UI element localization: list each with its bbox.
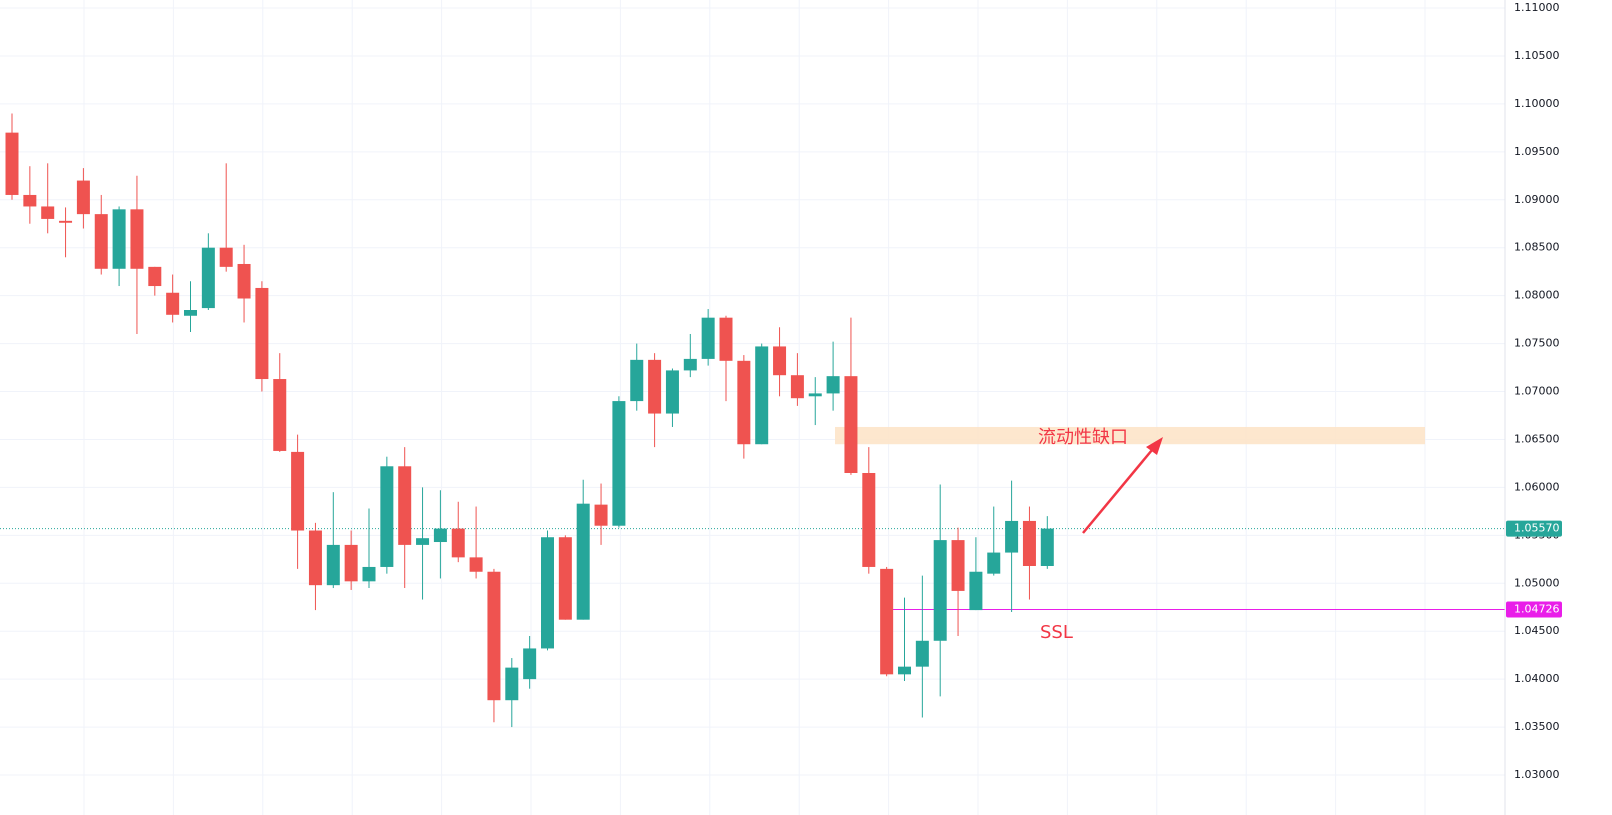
candle-body bbox=[576, 503, 590, 620]
y-tick-label: 1.04000 bbox=[1514, 672, 1560, 685]
candle-body bbox=[737, 360, 751, 445]
candle-body bbox=[308, 530, 322, 586]
y-tick-label: 1.09000 bbox=[1514, 193, 1560, 206]
price-axis: 1.11000 1.10500 1.10000 1.09500 1.09000 1.085… bbox=[1504, 0, 1562, 815]
candle-body bbox=[433, 528, 447, 543]
y-tick-label: 1.04500 bbox=[1514, 624, 1560, 637]
candle-body bbox=[951, 540, 965, 591]
y-tick-label: 1.06000 bbox=[1514, 480, 1560, 493]
candle-body bbox=[1022, 520, 1036, 566]
annotation-ssl: SSL bbox=[1040, 622, 1073, 643]
candle-body bbox=[1040, 528, 1054, 566]
candle-body bbox=[219, 247, 233, 267]
y-tick-label: 1.05000 bbox=[1514, 576, 1560, 589]
candle-body bbox=[683, 358, 697, 371]
candle-body bbox=[915, 640, 929, 667]
candle-body bbox=[541, 537, 554, 649]
candle-body bbox=[701, 317, 715, 359]
candle-body bbox=[594, 504, 608, 526]
candle-body bbox=[773, 346, 787, 376]
candle-body bbox=[416, 538, 430, 545]
candle-body bbox=[487, 571, 501, 701]
y-tick-label: 1.07000 bbox=[1514, 385, 1560, 398]
y-tick-label: 1.08000 bbox=[1514, 289, 1560, 302]
candle-body bbox=[291, 451, 305, 531]
candle-body bbox=[630, 359, 644, 402]
candle-body bbox=[880, 568, 894, 675]
candle-body bbox=[808, 393, 822, 397]
candle-body bbox=[523, 648, 537, 680]
candle-body bbox=[665, 370, 679, 414]
candle-body bbox=[969, 571, 983, 611]
candle-body bbox=[612, 401, 626, 526]
candle-body bbox=[933, 540, 947, 641]
candle-body bbox=[94, 214, 108, 269]
candle-body bbox=[59, 220, 73, 223]
y-tick-label: 1.06500 bbox=[1514, 432, 1560, 445]
candle-body bbox=[469, 557, 483, 572]
candle-body bbox=[130, 209, 144, 269]
annotation-gap: 流动性缺口 bbox=[1038, 427, 1128, 448]
candle-body bbox=[380, 466, 394, 567]
y-tick-label: 1.10000 bbox=[1514, 97, 1560, 110]
candle-body bbox=[648, 359, 662, 414]
arrow bbox=[1082, 449, 1153, 534]
candle-body bbox=[558, 537, 572, 620]
y-tick-label: 1.09500 bbox=[1514, 145, 1560, 158]
candle-body bbox=[23, 194, 37, 207]
candle-body bbox=[719, 317, 733, 361]
candle-body bbox=[451, 528, 465, 558]
candle-body bbox=[987, 552, 1001, 574]
y-tick-label: 1.03000 bbox=[1514, 768, 1560, 781]
y-tick-label: 1.03500 bbox=[1514, 720, 1560, 733]
y-tick-label: 1.10500 bbox=[1514, 49, 1560, 62]
candle-body bbox=[326, 544, 340, 586]
candle-body bbox=[362, 566, 376, 582]
candle-body bbox=[344, 544, 358, 582]
candle-body bbox=[898, 666, 911, 675]
candle-body bbox=[1005, 520, 1019, 553]
candle-body bbox=[237, 263, 251, 299]
price-tag-label: 1.04726 bbox=[1514, 603, 1560, 616]
y-tick-label: 1.11000 bbox=[1514, 1, 1560, 14]
price-tag-label: 1.05570 bbox=[1514, 522, 1560, 535]
liquidity-zone bbox=[835, 426, 1425, 445]
candle-body bbox=[41, 206, 55, 219]
arrow-head bbox=[1146, 437, 1163, 455]
grid bbox=[0, 0, 1505, 815]
candle-body bbox=[398, 466, 412, 545]
candle-body bbox=[844, 376, 858, 473]
price-tag bbox=[1506, 601, 1562, 618]
candle-body bbox=[76, 180, 90, 215]
y-tick-label: 1.07500 bbox=[1514, 337, 1560, 350]
candle-body bbox=[255, 287, 269, 380]
candle-body bbox=[755, 346, 769, 445]
candle-body bbox=[826, 376, 840, 394]
candle-body bbox=[505, 667, 519, 701]
candle-body bbox=[790, 375, 804, 399]
price-tag bbox=[1506, 520, 1562, 537]
y-tick-label: 1.08500 bbox=[1514, 241, 1560, 254]
candle-body bbox=[112, 209, 126, 269]
candle-body bbox=[273, 379, 287, 451]
candle-body bbox=[184, 310, 197, 316]
candle-body bbox=[5, 132, 19, 195]
candle-body bbox=[862, 472, 876, 567]
plot bbox=[0, 113, 1505, 728]
candle-body bbox=[148, 266, 162, 287]
candle-body bbox=[201, 247, 215, 309]
candle-body bbox=[166, 292, 180, 315]
